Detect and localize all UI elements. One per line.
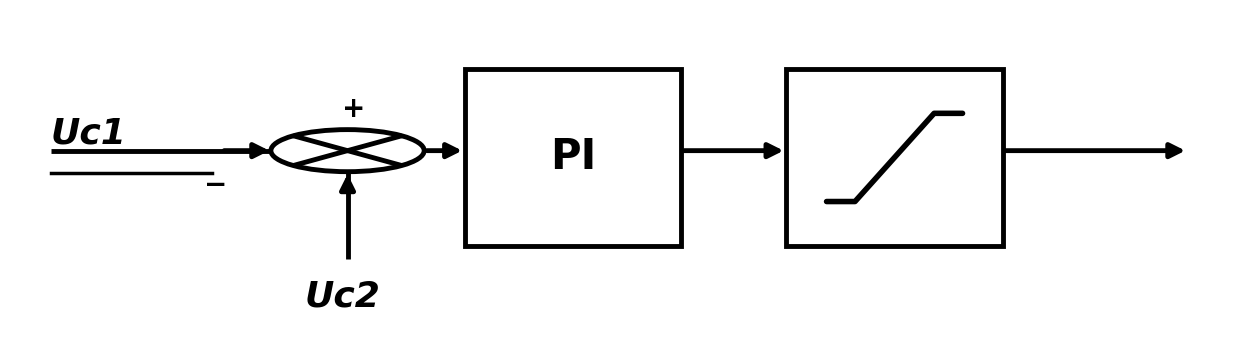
Text: PI: PI: [550, 136, 596, 179]
FancyBboxPatch shape: [787, 69, 1002, 246]
Text: Uc1: Uc1: [51, 117, 126, 151]
Text: Uc2: Uc2: [305, 279, 380, 314]
Text: +: +: [342, 95, 366, 123]
FancyBboxPatch shape: [465, 69, 681, 246]
Text: −: −: [203, 171, 227, 199]
